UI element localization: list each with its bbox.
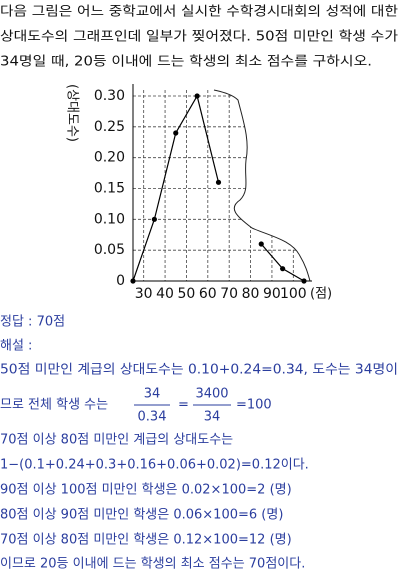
solution-line: 50점 미만인 계급의 상대도수는 0.10+0.24=0.34, 도수는 34… [0, 363, 398, 378]
y-tick-label: 0.15 [94, 181, 125, 197]
answer: 정답 : 70점 [0, 315, 65, 330]
solution-line: 므로 전체 학생 수는 [0, 398, 108, 413]
point [151, 216, 157, 222]
x-tick-label: 70 [220, 286, 238, 302]
solution-line: 80점 이상 90점 미만인 학생은 0.06×100=6 (명) [0, 508, 283, 523]
tear-edge [213, 89, 311, 282]
numerator: 3400 [195, 387, 228, 402]
point [258, 241, 264, 247]
point [173, 130, 179, 136]
solution-line: 90점 이상 100점 미만인 학생은 0.02×100=2 (명) [0, 483, 292, 498]
equals: = [178, 398, 189, 413]
numerator: 34 [144, 387, 161, 402]
y-tick-label: 0.30 [94, 88, 125, 104]
point [301, 278, 307, 284]
y-axis-label: (상대도수) [65, 84, 80, 142]
result: =100 [236, 398, 272, 413]
x-tick-label: 50 [178, 286, 196, 302]
x-axis-label: (점) [310, 287, 332, 302]
y-tick-label: 0.10 [94, 211, 125, 227]
point [280, 266, 286, 272]
solution-line: 70점 이상 80점 미만인 계급의 상대도수는 [0, 433, 233, 448]
question-line: 다음 그림은 어느 중학교에서 실시한 수학경시대회의 성적에 대한 [0, 5, 398, 20]
y-tick-label: 0.20 [94, 150, 125, 166]
x-tick-label: 40 [156, 286, 174, 302]
x-tick-label: 60 [199, 286, 217, 302]
x-tick-label: 30 [135, 286, 153, 302]
denominator: 0.34 [138, 410, 167, 425]
x-tick-label: 100 [280, 286, 307, 302]
point [194, 93, 200, 99]
denominator: 34 [204, 410, 221, 425]
y-tick-label: 0.25 [94, 119, 125, 135]
point [215, 179, 222, 185]
solution-line: 이므로 20등 이내에 드는 학생의 최소 점수는 70점이다. [0, 557, 305, 571]
x-tick-label: 80 [242, 286, 260, 302]
point [130, 278, 136, 284]
solution-line: 70점 이상 80점 미만인 학생은 0.12×100=12 (명) [0, 533, 292, 548]
solution-line: 1−(0.1+0.24+0.3+0.16+0.06+0.02)=0.12이다. [0, 458, 309, 473]
x-tick-label: 90 [263, 286, 281, 302]
question-line: 34명일 때, 20등 이내에 드는 학생의 최소 점수를 구하시오. [0, 55, 372, 70]
y-tick-label: 0 [116, 273, 125, 289]
solution-heading: 해설 : [0, 339, 32, 354]
grid [133, 90, 310, 281]
y-tick-label: 0.05 [94, 242, 125, 258]
question-line: 상대도수의 그래프인데 일부가 찢어졌다. 50점 미만인 학생 수가 [0, 30, 398, 45]
